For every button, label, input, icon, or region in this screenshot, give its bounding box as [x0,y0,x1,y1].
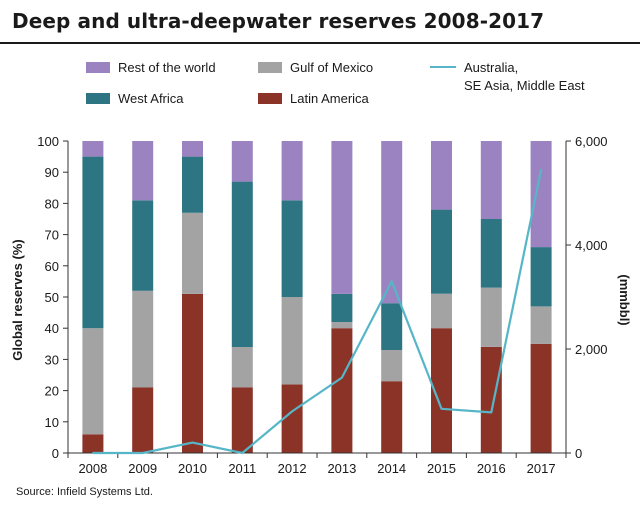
bar-gulf-of-mexico-2010 [182,212,203,294]
bar-west-africa-2016 [480,219,502,288]
x-tick-label-2017: 2017 [527,461,556,476]
bar-west-africa-2014 [381,303,403,350]
y-axis-label: Global reserves (%) [10,239,25,360]
bar-gulf-of-mexico-2016 [480,287,502,347]
y2-tick-label: 6,000 [575,134,608,149]
x-tick-label-2016: 2016 [477,461,506,476]
legend-label-latin-america: Latin America [290,91,370,106]
bar-latin-america-2011 [231,387,253,453]
line-point-2016 [490,411,493,414]
bar-gulf-of-mexico-2012 [281,297,303,385]
y2-tick-label: 4,000 [575,238,608,253]
axes: 0 10 20 30 40 50 60 70 80 90 100 0 2,000 4,000 6,000 20… [37,134,607,476]
bar-rest-of-world-2013 [331,141,353,294]
bar-latin-america-2015 [431,328,452,453]
y-tick-label: 30 [45,352,59,367]
bar-rest-of-world-2017 [530,141,552,248]
line-point-2011 [241,452,244,454]
bar-rest-of-world-2009 [132,141,154,201]
chart-title: Deep and ultra-deepwater reserves 2008-2… [12,9,545,33]
bar-rest-of-world-2008 [82,141,104,157]
legend-label-australia-line1: Australia, [464,60,518,75]
bar-gulf-of-mexico-2015 [431,293,452,329]
x-tick-label-2014: 2014 [377,461,406,476]
source-note: Source: Infield Systems Ltd. [16,486,153,498]
y2-tick-label: 0 [575,446,582,461]
x-tick-label-2012: 2012 [278,461,307,476]
x-tick-label-2015: 2015 [427,461,456,476]
x-tick-label-2010: 2010 [178,461,207,476]
y2-axis-label: (mmbbl) [617,274,632,325]
bar-latin-america-2013 [331,328,353,453]
y-tick-label: 70 [45,228,59,243]
bar-latin-america-2016 [480,346,502,453]
bar-west-africa-2009 [132,200,154,291]
legend-label-west-africa: West Africa [118,91,184,106]
y2-tick-label: 2,000 [575,342,608,357]
legend: Rest of the world Gulf of Mexico Austral… [86,60,585,106]
line-point-2010 [191,441,194,444]
line-point-2017 [540,168,542,171]
bar-latin-america-2008 [82,434,104,453]
y-tick-label: 100 [37,134,59,149]
bar-gulf-of-mexico-2014 [381,350,403,382]
bar-gulf-of-mexico-2013 [331,322,353,329]
bar-latin-america-2017 [530,343,552,453]
y-tick-label: 90 [45,165,59,180]
legend-swatch-west-africa [86,93,110,104]
line-point-2009 [141,452,144,454]
x-tick-label-2013: 2013 [327,461,356,476]
bar-west-africa-2011 [231,181,253,347]
bar-rest-of-world-2012 [281,141,303,201]
bar-rest-of-world-2011 [231,141,253,182]
legend-swatch-rest-of-world [86,62,110,73]
bar-rest-of-world-2014 [381,141,403,304]
bar-west-africa-2008 [82,156,104,329]
x-tick-label-2011: 2011 [228,461,256,476]
legend-label-australia-line2: SE Asia, Middle East [464,78,585,93]
bar-gulf-of-mexico-2009 [132,290,154,388]
bar-west-africa-2017 [530,247,552,307]
bar-latin-america-2012 [281,384,303,453]
line-point-2015 [440,408,443,410]
bars [82,141,552,453]
bar-gulf-of-mexico-2008 [82,328,104,435]
legend-swatch-gulf-of-mexico [258,62,282,73]
bar-rest-of-world-2015 [431,141,452,210]
title-bar: Deep and ultra-deepwater reserves 2008-2… [0,0,640,44]
x-tick-label-2008: 2008 [78,461,107,476]
bar-latin-america-2014 [381,381,403,453]
line-point-2013 [341,376,343,379]
bar-latin-america-2009 [132,387,154,453]
bar-west-africa-2013 [331,293,353,322]
y-tick-label: 10 [45,415,59,430]
bar-west-africa-2015 [431,209,452,294]
bar-gulf-of-mexico-2017 [530,306,552,344]
y-tick-label: 40 [45,321,59,336]
y-tick-label: 20 [45,384,59,399]
bar-gulf-of-mexico-2011 [231,346,253,388]
line-australia-se-asia-middle-east [92,169,543,455]
line-point-2014 [390,280,393,283]
legend-swatch-latin-america [258,93,282,104]
y-tick-label: 60 [45,259,59,274]
title-divider [0,42,640,44]
line-layer [92,168,543,455]
bar-west-africa-2010 [182,156,203,213]
y-tick-label: 50 [45,290,59,305]
y-tick-label: 80 [45,196,59,211]
legend-label-rest-of-world: Rest of the world [118,60,216,75]
line-point-2008 [92,452,94,454]
y-tick-label: 0 [52,446,59,461]
x-tick-label-2009: 2009 [128,461,157,476]
legend-label-gulf-of-mexico: Gulf of Mexico [290,60,373,75]
line-point-2012 [291,410,293,413]
bar-latin-america-2010 [182,293,203,453]
bar-rest-of-world-2016 [480,141,502,219]
bar-west-africa-2012 [281,200,303,297]
bar-rest-of-world-2010 [182,141,203,157]
